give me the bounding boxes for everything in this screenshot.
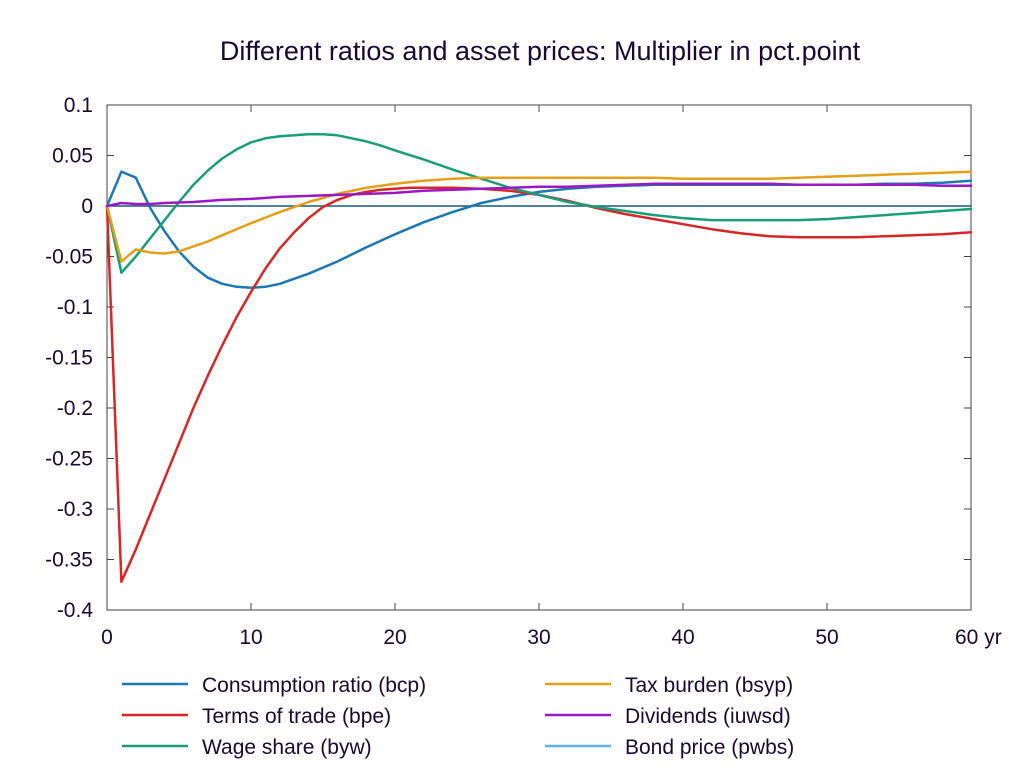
plot-area: 0.1 0.05 0 -0.05 -0.1 -0.15 -0.2 -0.25 -0.3 -0.35… <box>45 94 1002 649</box>
x-tick-label: 0 <box>101 626 113 649</box>
y-tick-label: 0.05 <box>52 145 93 168</box>
legend-label: Terms of trade (bpe) <box>202 705 391 728</box>
y-tick-label: 0.1 <box>64 94 93 117</box>
series-line <box>105 170 973 263</box>
y-tick-label: -0.15 <box>45 347 93 370</box>
legend-label: Consumption ratio (bcp) <box>202 674 426 697</box>
y-tick-label: -0.25 <box>45 448 93 471</box>
series-line <box>105 186 973 583</box>
x-tick-label: 40 <box>671 626 694 649</box>
x-tick-label: 30 <box>527 626 550 649</box>
series-line <box>105 182 973 208</box>
x-tick-label: 60 yr <box>955 626 1002 649</box>
x-tick-label: 20 <box>383 626 406 649</box>
plot-frame <box>106 104 972 611</box>
chart-title: Different ratios and asset prices: Multi… <box>220 36 861 66</box>
y-tick-label: -0.05 <box>45 246 93 269</box>
x-tick-label: 50 <box>815 626 838 649</box>
y-tick-label: -0.2 <box>57 397 93 420</box>
legend-label: Tax burden (bsyp) <box>625 674 793 697</box>
legend: Consumption ratio (bcp) Terms of trade (b… <box>122 674 794 759</box>
y-tick-label: -0.4 <box>57 599 94 622</box>
series-line <box>105 133 973 274</box>
legend-label: Wage share (byw) <box>202 736 372 759</box>
y-tick-label: 0 <box>81 195 93 218</box>
y-tick-label: -0.3 <box>57 498 93 521</box>
y-tick-label: -0.1 <box>57 296 93 319</box>
y-tick-label: -0.35 <box>45 549 93 572</box>
legend-label: Bond price (pwbs) <box>625 736 794 759</box>
legend-label: Dividends (iuwsd) <box>625 705 791 728</box>
x-tick-label: 10 <box>239 626 262 649</box>
